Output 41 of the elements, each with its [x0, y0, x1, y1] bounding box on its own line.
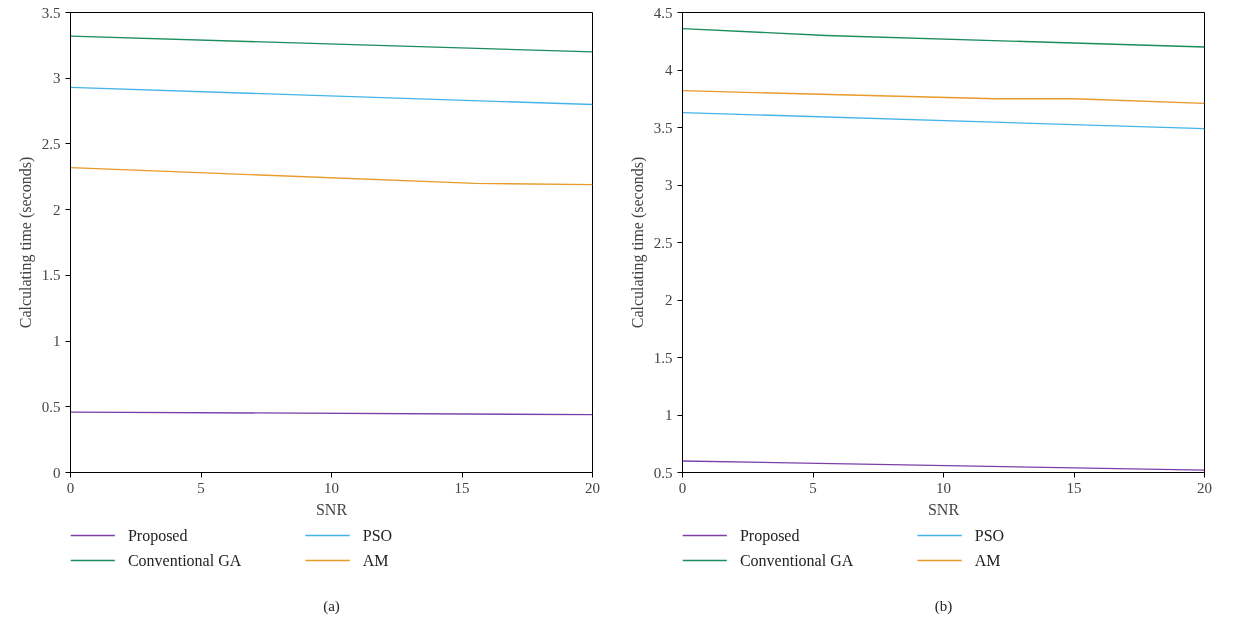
legend-label: AM [974, 552, 1001, 569]
x-tick-label: 15 [454, 479, 470, 496]
y-axis-title: Calculating time (seconds) [628, 156, 647, 329]
y-tick-label: 4 [665, 62, 673, 78]
x-tick-label: 0 [66, 479, 75, 496]
text: (a) [323, 597, 340, 615]
x-tick-label: 10 [936, 479, 951, 496]
y-tick-label: 2 [53, 201, 61, 218]
legend-label: Proposed [127, 527, 188, 545]
x-tick-label: 10 [324, 479, 339, 496]
y-tick-label: 1.5 [41, 267, 61, 284]
y-tick-label: 3 [665, 177, 673, 193]
x-axis-title: SNR [927, 500, 960, 518]
x-tick-label: 20 [585, 479, 600, 496]
x-tick-label: 5 [197, 479, 205, 496]
x-tick-label: 0 [678, 479, 687, 496]
y-tick-label: 0 [53, 464, 61, 481]
legend-label: Conventional GA [127, 552, 242, 569]
y-tick-label: 2 [665, 292, 673, 308]
legend-label: PSO [974, 527, 1005, 544]
y-tick-label: 3.5 [653, 119, 673, 136]
y-axis-title: Calculating time (seconds) [16, 156, 35, 329]
x-tick-label: 15 [1066, 479, 1082, 496]
x-tick-label: 5 [809, 479, 817, 496]
y-tick-label: 0.5 [653, 464, 673, 481]
y-tick-label: 3 [53, 70, 61, 87]
y-tick-label: 1 [665, 407, 673, 423]
x-tick-label: 20 [1197, 479, 1212, 496]
y-tick-label: 1 [53, 333, 61, 350]
legend-label: Proposed [739, 527, 800, 545]
text: (b) [934, 597, 953, 615]
y-tick-label: 4.5 [653, 4, 673, 21]
y-tick-label: 1.5 [653, 349, 673, 366]
y-tick-label: 2.5 [653, 234, 673, 251]
y-tick-label: 3.5 [41, 4, 61, 21]
y-tick-label: 0.5 [41, 398, 61, 415]
x-axis-title: SNR [315, 500, 348, 518]
y-tick-label: 2.5 [41, 135, 61, 152]
legend-label: PSO [362, 527, 393, 544]
legend-label: AM [362, 552, 389, 569]
legend-label: Conventional GA [739, 552, 854, 569]
